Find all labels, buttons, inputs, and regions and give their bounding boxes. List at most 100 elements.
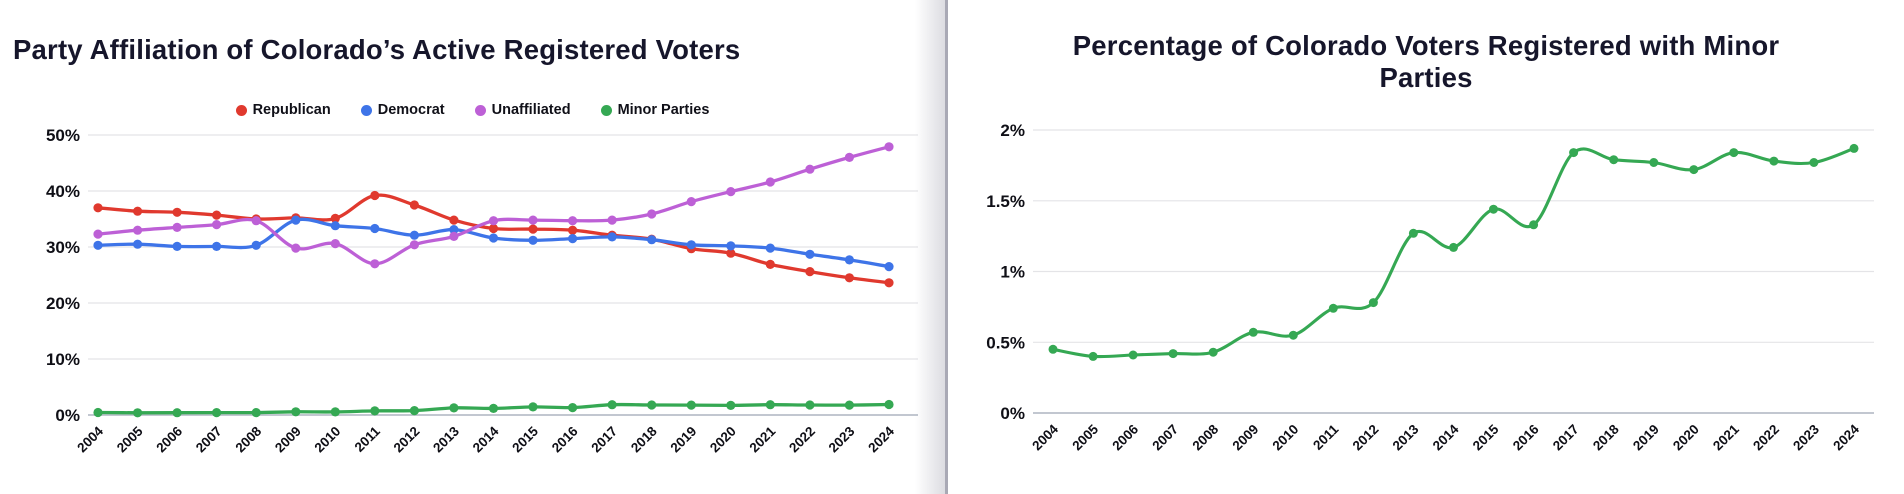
legend-dot-icon [474,104,486,116]
data-point-unaffiliated [251,216,261,226]
data-point-minor-parties [1128,350,1138,360]
y-axis-tick-label: 50% [46,126,80,145]
data-point-minor-parties [370,406,380,416]
x-axis-year-label: 2021 [1710,421,1742,453]
data-point-minor-parties [805,400,815,410]
minor-parties-chart: 0%0.5%1%1.5%2%2004 2005 2006 2007 2008 2009 20… [986,121,1874,454]
x-axis-year-label: 2009 [272,424,304,456]
data-point-minor-parties [1529,220,1539,230]
x-axis-year-label: 2008 [1189,421,1221,453]
y-axis-tick-label: 0.5% [986,333,1025,352]
data-point-minor-parties [409,406,419,416]
legend-label: Democrat [377,102,445,118]
x-axis-year-label: 2023 [1790,421,1822,453]
x-axis-year-label: 2019 [1630,422,1662,454]
data-point-unaffiliated [133,225,143,235]
x-axis-year-label: 2010 [1270,422,1302,454]
data-point-republican [884,278,894,288]
legend-dot-icon [600,104,612,116]
x-axis-year-label: 2024 [865,423,897,455]
data-point-democrat [528,235,538,245]
data-point-minor-parties [1248,327,1258,337]
data-point-minor-parties [330,407,340,417]
legend-item-minor-parties: Minor Parties [600,102,709,118]
data-point-minor-parties [1729,148,1739,158]
x-axis-year-label: 2018 [1590,421,1622,453]
data-point-republican [370,190,380,201]
data-point-republican [330,213,340,223]
data-point-minor-parties [133,408,143,418]
data-point-minor-parties [1569,148,1579,158]
x-axis-year-label: 2007 [193,424,225,456]
x-axis-year-label: 2022 [1750,422,1782,454]
data-point-democrat [370,223,380,234]
data-point-unaffiliated [568,216,578,226]
x-axis-year-label: 2020 [1670,422,1702,454]
legend-dot-icon [360,104,372,116]
data-point-democrat [568,234,578,244]
legend-item-unaffiliated: Unaffiliated [474,102,571,118]
x-axis-year-label: 2018 [628,423,660,455]
data-point-republican [172,207,182,217]
data-point-minor-parties [528,402,538,412]
x-axis-year-label: 2020 [707,424,739,456]
data-point-democrat [765,243,775,253]
data-point-minor-parties [1408,228,1418,238]
x-axis-year-label: 2014 [1430,421,1462,453]
data-point-democrat [844,255,855,265]
data-point-unaffiliated [291,243,301,253]
data-point-minor-parties [647,400,657,410]
data-point-democrat [686,240,696,250]
x-axis-year-label: 2015 [509,423,541,455]
data-point-minor-parties [1208,347,1218,357]
x-axis-year-label: 2005 [114,423,146,455]
data-point-republican [409,200,419,210]
x-axis-year-label: 2019 [668,424,700,456]
data-point-unaffiliated [647,209,657,219]
data-point-unaffiliated [805,164,815,174]
data-point-republican [844,273,855,283]
data-point-republican [805,267,815,277]
data-point-unaffiliated [844,152,855,162]
data-point-republican [568,225,578,235]
data-point-democrat [607,232,617,242]
x-axis-year-label: 2004 [1029,421,1061,453]
data-point-unaffiliated [330,239,340,249]
data-point-minor-parties [1368,298,1378,308]
data-point-republican [726,248,736,258]
data-point-democrat [449,225,459,235]
x-axis-year-label: 2021 [747,423,779,455]
y-axis-tick-label: 2% [1000,121,1025,140]
data-point-unaffiliated [686,197,696,207]
data-point-minor-parties [1689,165,1699,175]
data-point-democrat [133,239,143,249]
data-point-minor-parties [93,407,103,418]
data-point-unaffiliated [607,215,617,225]
data-point-democrat [212,241,222,251]
y-axis-tick-label: 20% [46,294,80,313]
data-point-republican [212,210,222,220]
data-point-unaffiliated [884,142,894,152]
data-point-unaffiliated [409,240,419,250]
data-point-democrat [647,235,657,245]
data-point-democrat [172,241,182,251]
data-point-minor-parties [1609,155,1619,165]
x-axis-year-label: 2017 [588,424,620,456]
minor-parties-panel: Percentage of Colorado Voters Registered… [948,0,1904,494]
data-point-democrat [291,215,301,225]
data-point-minor-parties [1168,349,1178,359]
right-chart-title: Percentage of Colorado Voters Registered… [1072,30,1780,94]
data-point-republican [93,203,103,213]
y-axis-tick-label: 0% [55,406,80,425]
y-axis-tick-label: 1.5% [986,192,1025,211]
data-point-minor-parties [1048,344,1058,354]
data-point-unaffiliated [172,222,182,232]
x-axis-year-label: 2005 [1069,421,1101,453]
x-axis-year-label: 2014 [470,423,502,455]
x-axis-year-label: 2006 [153,423,185,455]
x-axis-year-label: 2006 [1109,421,1141,453]
data-point-republican [133,206,143,216]
x-axis-year-label: 2017 [1550,422,1582,454]
data-point-minor-parties [1449,242,1458,252]
data-point-unaffiliated [212,220,222,230]
